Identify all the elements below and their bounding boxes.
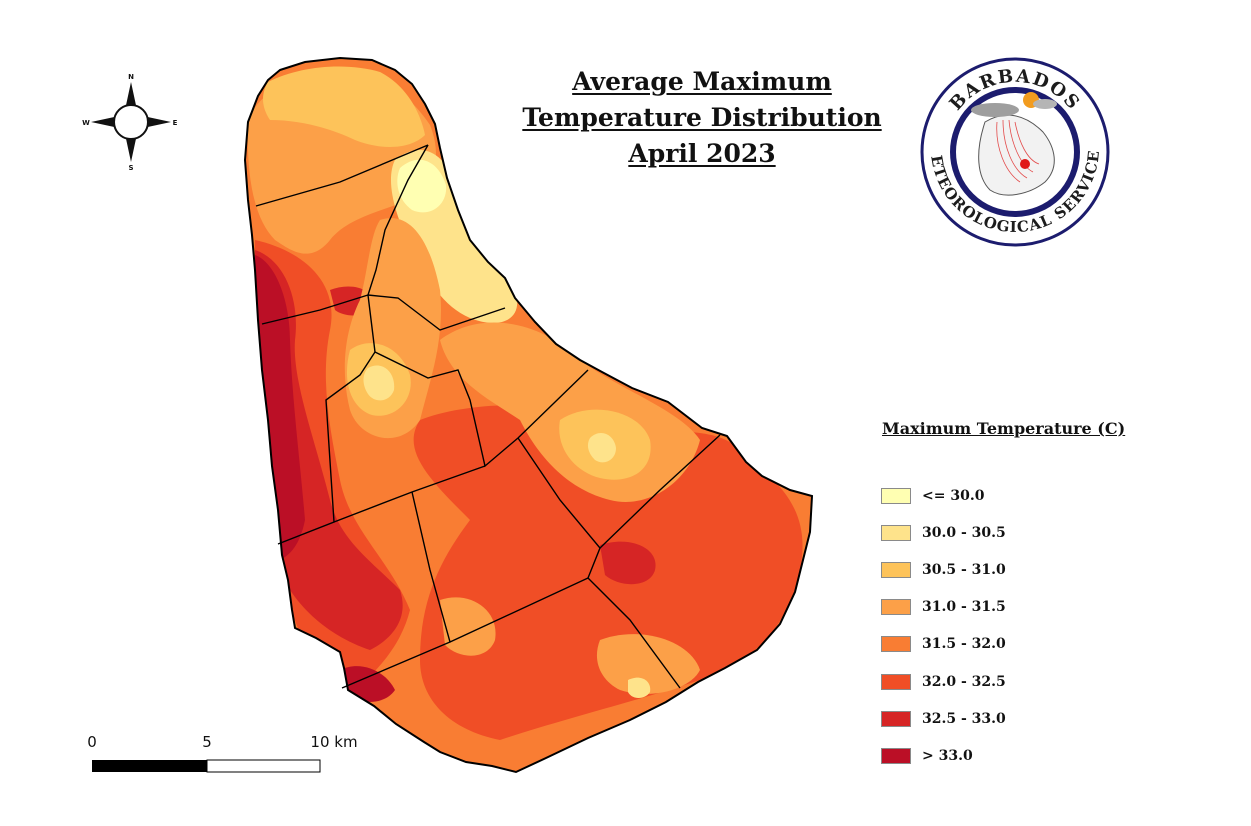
legend-item: 31.5 - 32.0 <box>881 626 1006 663</box>
compass-arrow-south <box>125 134 137 162</box>
legend-swatch <box>881 710 911 727</box>
legend: <= 30.0 30.0 - 30.5 30.5 - 31.0 31.0 - 31.5… <box>881 477 1006 775</box>
boundary-st-lucy <box>255 144 429 207</box>
scale-bar-dark-segment <box>92 760 207 772</box>
compass-label-west: W <box>82 119 90 127</box>
compass-label-east: E <box>172 119 178 127</box>
zone-30-5-north <box>263 66 425 147</box>
compass-rose <box>91 82 171 162</box>
scale-bar-light-segment <box>206 759 321 773</box>
boundary-st-philip-west <box>587 577 681 689</box>
legend-item: 32.0 - 32.5 <box>881 663 1006 700</box>
boundary-st-andrew-south <box>367 294 506 331</box>
zone-30-0-central <box>363 365 395 401</box>
legend-label: 32.5 - 33.0 <box>922 710 1006 727</box>
legend-item: > 33.0 <box>881 737 1006 774</box>
zone-lt30-ne <box>397 159 447 213</box>
logo-isobars <box>996 119 1040 183</box>
zone-31-0-se <box>596 634 700 694</box>
scale-label-10km: 10 km <box>310 733 358 751</box>
cloud-small-icon <box>1033 99 1057 109</box>
hurricane-icon <box>1020 159 1030 169</box>
map-title-line-1: Average Maximum <box>572 67 832 96</box>
legend-item: 31.0 - 31.5 <box>881 589 1006 626</box>
map-title-line-3: April 2023 <box>628 139 776 168</box>
legend-swatch <box>881 673 911 690</box>
compass-arrow-north <box>125 82 137 110</box>
zone-31-0-south <box>440 597 496 656</box>
legend-swatch <box>881 524 911 541</box>
legend-label: 30.5 - 31.0 <box>922 561 1006 578</box>
compass-label-south: S <box>128 164 134 172</box>
legend-label: 32.0 - 32.5 <box>922 673 1006 690</box>
compass-arrow-west <box>91 116 119 128</box>
scale-label-0: 0 <box>87 733 97 751</box>
legend-swatch <box>881 487 911 504</box>
legend-swatch <box>881 636 911 653</box>
legend-swatch <box>881 747 911 764</box>
legend-item: <= 30.0 <box>881 477 1006 514</box>
boundary-st-thomas-west <box>277 351 376 545</box>
legend-label: 30.0 - 30.5 <box>922 524 1006 541</box>
legend-item: 32.5 - 33.0 <box>881 700 1006 737</box>
map-title: Average Maximum Temperature Distribution… <box>500 64 904 172</box>
legend-label: 31.0 - 31.5 <box>922 599 1006 616</box>
zone-32-5-east <box>600 541 656 585</box>
zone-30-0-east <box>587 433 616 463</box>
compass-center <box>113 104 149 140</box>
logo-island-outline <box>978 114 1055 196</box>
legend-item: 30.0 - 30.5 <box>881 514 1006 551</box>
scale-bar <box>92 759 321 773</box>
boundary-st-philip-north <box>599 434 721 549</box>
compass-label-north: N <box>128 73 134 81</box>
parish-boundaries <box>255 144 721 689</box>
zone-30-0-se <box>628 677 651 698</box>
boundary-st-peter-east <box>367 144 429 296</box>
legend-label: <= 30.0 <box>922 487 985 504</box>
legend-item: 30.5 - 31.0 <box>881 551 1006 588</box>
island-coastline <box>243 56 814 774</box>
boundary-st-michael <box>341 491 451 689</box>
cloud-icon <box>971 103 1019 117</box>
legend-label: > 33.0 <box>922 747 973 764</box>
legend-swatch <box>881 561 911 578</box>
zone-33-0-west <box>255 255 305 560</box>
legend-title: Maximum Temperature (C) <box>882 419 1126 438</box>
compass-arrow-east <box>143 116 171 128</box>
legend-label: 31.5 - 32.0 <box>922 636 1006 653</box>
map-title-line-2: Temperature Distribution <box>522 103 882 132</box>
barbados-met-logo: BARBADOS METEOROLOGICAL SERVICES <box>920 57 1110 247</box>
legend-swatch <box>881 599 911 616</box>
scale-label-5: 5 <box>202 733 212 751</box>
boundary-st-james-north <box>261 294 376 353</box>
